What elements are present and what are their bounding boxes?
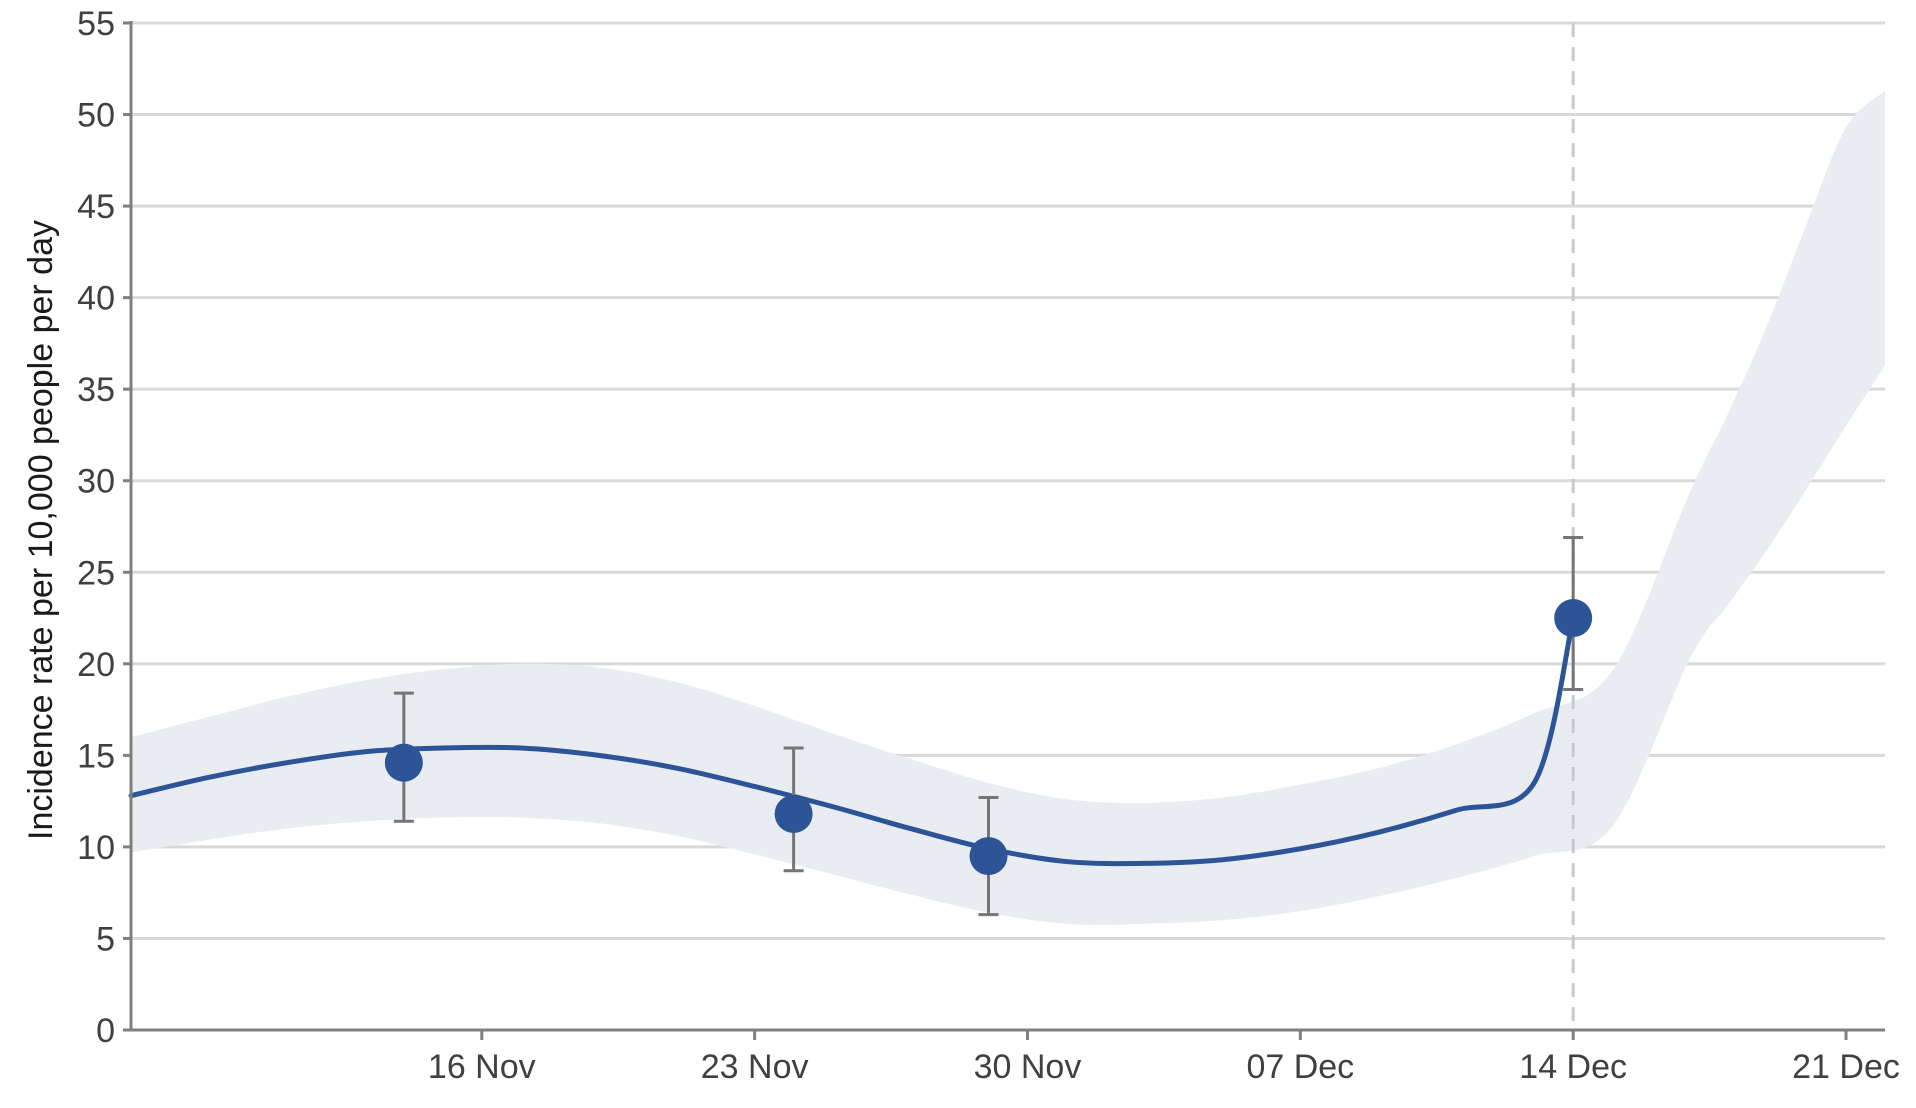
y-tick-label: 15 bbox=[77, 737, 115, 775]
y-tick-label: 40 bbox=[77, 280, 115, 318]
axes bbox=[129, 21, 1885, 1032]
confidence-band bbox=[131, 90, 1885, 925]
y-tick-label: 10 bbox=[77, 829, 115, 867]
estimate-points bbox=[384, 599, 1593, 876]
y-tick-label: 30 bbox=[77, 463, 115, 501]
trend-line bbox=[128, 615, 1576, 867]
y-tick-label: 5 bbox=[96, 920, 115, 958]
y-tick-label: 25 bbox=[77, 554, 115, 592]
modelled-trend-line bbox=[128, 615, 1576, 867]
estimate-point bbox=[774, 794, 813, 833]
estimate-point bbox=[384, 743, 423, 782]
estimate-point bbox=[1554, 599, 1593, 638]
y-tick-label: 50 bbox=[77, 97, 115, 135]
y-axis-label: Incidence rate per 10,000 people per day bbox=[22, 220, 60, 840]
x-tick-label: 07 Dec bbox=[1246, 1048, 1354, 1086]
confidence-interval-band bbox=[131, 90, 1885, 925]
x-tick-label: 21 Dec bbox=[1792, 1048, 1900, 1086]
y-tick-label: 55 bbox=[77, 5, 115, 43]
x-tick-label: 23 Nov bbox=[701, 1048, 809, 1086]
x-tick-label: 16 Nov bbox=[428, 1048, 536, 1086]
estimate-point bbox=[969, 837, 1008, 876]
y-axis-ticks: 0 5 10 15 20 25 30 35 40 45 50 55 bbox=[77, 5, 131, 1050]
y-tick-label: 45 bbox=[77, 188, 115, 226]
x-axis-ticks: 16 Nov 23 Nov 30 Nov 07 Dec 14 Dec 21 Dec bbox=[428, 1030, 1900, 1086]
y-tick-label: 35 bbox=[77, 371, 115, 409]
y-tick-label: 20 bbox=[77, 646, 115, 684]
y-tick-label: 0 bbox=[96, 1012, 115, 1050]
x-tick-label: 14 Dec bbox=[1519, 1048, 1627, 1086]
x-tick-label: 30 Nov bbox=[974, 1048, 1082, 1086]
